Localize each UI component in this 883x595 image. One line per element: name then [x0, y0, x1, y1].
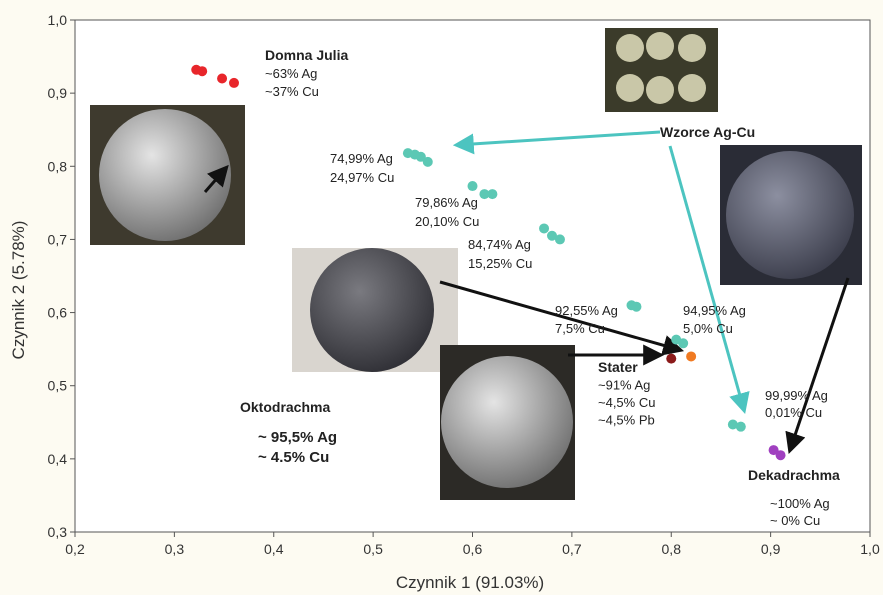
point — [666, 353, 677, 364]
coin — [310, 248, 434, 372]
annotation: Oktodrachma — [240, 399, 330, 415]
annotation: ~4,5% Pb — [598, 413, 655, 428]
photos — [90, 28, 862, 500]
point — [727, 419, 738, 430]
annotation: 74,99% Ag — [330, 151, 393, 166]
point — [487, 189, 498, 200]
y-tick-label: 0,5 — [48, 378, 68, 394]
y-tick-label: 0,7 — [48, 231, 68, 247]
point — [467, 181, 478, 192]
arrow — [452, 130, 661, 155]
annotation: 99,99% Ag — [765, 388, 828, 403]
point — [686, 351, 697, 362]
arrow — [785, 277, 850, 454]
annotation: 5,0% Cu — [683, 321, 733, 336]
y-tick-label: 1,0 — [48, 12, 68, 28]
annotation: Wzorce Ag-Cu — [660, 124, 755, 140]
annotation: ~ 4.5% Cu — [258, 449, 329, 466]
point — [197, 66, 208, 77]
x-tick-label: 0,4 — [264, 541, 284, 557]
annotation: ~63% Ag — [265, 66, 317, 81]
point — [547, 230, 557, 241]
annotation: 24,97% Cu — [330, 170, 394, 185]
annotation: ~ 95,5% Ag — [258, 429, 337, 446]
point — [631, 301, 642, 312]
point — [229, 77, 239, 88]
annotation: ~100% Ag — [770, 496, 830, 511]
y-tick-label: 0,8 — [48, 158, 68, 174]
point — [678, 338, 689, 349]
x-axis-title: Czynnik 1 (91.03%) — [396, 573, 544, 592]
annotation: ~91% Ag — [598, 378, 650, 393]
point — [539, 223, 550, 234]
annotation: Dekadrachma — [748, 467, 840, 483]
arrow — [203, 164, 229, 193]
y-tick-label: 0,6 — [48, 305, 68, 321]
annotation: ~4,5% Cu — [598, 395, 655, 410]
point — [479, 189, 490, 200]
arrow — [439, 280, 685, 356]
annotation: 15,25% Cu — [468, 256, 532, 271]
x-tick-label: 0,3 — [165, 541, 185, 557]
x-tick-label: 0,9 — [761, 541, 781, 557]
x-tick-label: 0,7 — [562, 541, 582, 557]
y-tick-label: 0,4 — [48, 451, 68, 467]
coin — [726, 151, 854, 279]
x-tick-label: 0,5 — [363, 541, 383, 557]
samples — [616, 32, 706, 104]
x-tick-label: 0,6 — [463, 541, 483, 557]
annotation: 0,01% Cu — [765, 405, 822, 420]
coin — [441, 356, 573, 488]
annotation: Domna Julia — [265, 47, 348, 63]
annotation: 7,5% Cu — [555, 321, 605, 336]
annotation: ~ 0% Cu — [770, 513, 820, 528]
annotation: 92,55% Ag — [555, 303, 618, 318]
annotation: Stater — [598, 359, 638, 375]
point — [775, 450, 786, 461]
x-tick-label: 1,0 — [860, 541, 880, 557]
annotation: 94,95% Ag — [683, 303, 746, 318]
x-tick-label: 0,2 — [65, 541, 85, 557]
point — [554, 234, 565, 245]
y-axis-title: Czynnik 2 (5.78%) — [9, 221, 28, 360]
point — [422, 156, 433, 167]
point — [415, 151, 426, 162]
arrow — [668, 145, 750, 415]
annotation: 84,74% Ag — [468, 237, 531, 252]
point — [217, 73, 228, 84]
point — [768, 445, 779, 456]
annotation: 20,10% Cu — [415, 214, 479, 229]
annotation: 79,86% Ag — [415, 195, 478, 210]
y-tick-label: 0,9 — [48, 85, 68, 101]
arrows — [203, 130, 850, 454]
coin — [99, 109, 231, 241]
x-tick-label: 0,8 — [662, 541, 682, 557]
annotation: ~37% Cu — [265, 84, 319, 99]
y-tick-label: 0,3 — [48, 524, 68, 540]
point — [735, 421, 746, 432]
